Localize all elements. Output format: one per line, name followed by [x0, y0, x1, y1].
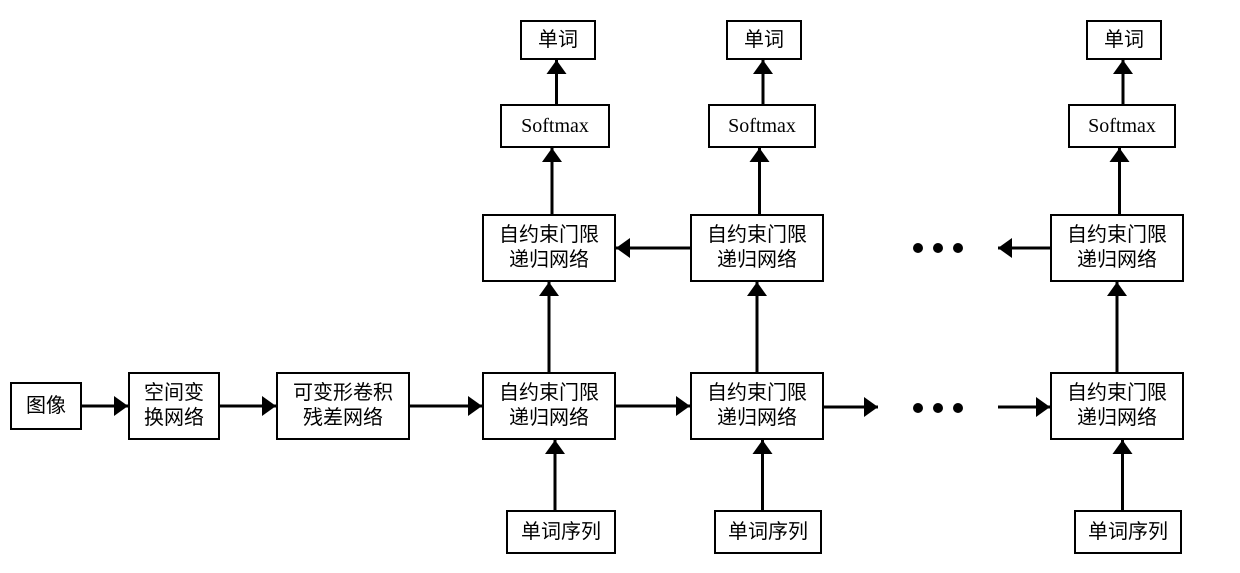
node-decoder-rnn-2: 自约束门限 递归网络 — [690, 214, 824, 282]
node-label: 可变形卷积 残差网络 — [293, 381, 393, 431]
node-label: 空间变 换网络 — [144, 381, 204, 431]
node-label: Softmax — [1088, 114, 1156, 139]
node-label: 自约束门限 递归网络 — [707, 381, 807, 431]
node-label: Softmax — [728, 114, 796, 139]
node-image: 图像 — [10, 382, 82, 430]
dot-icon — [913, 243, 923, 253]
node-word-n: 单词 — [1086, 20, 1162, 60]
dot-icon — [953, 403, 963, 413]
node-decoder-rnn-1: 自约束门限 递归网络 — [482, 214, 616, 282]
node-label: 自约束门限 递归网络 — [1067, 223, 1167, 273]
node-spatial-transform: 空间变 换网络 — [128, 372, 220, 440]
node-word-seq-1: 单词序列 — [506, 510, 616, 554]
dot-icon — [913, 403, 923, 413]
dot-icon — [953, 243, 963, 253]
node-softmax-n: Softmax — [1068, 104, 1176, 148]
node-label: 自约束门限 递归网络 — [1067, 381, 1167, 431]
node-label: 单词序列 — [1088, 520, 1168, 545]
node-label: 单词序列 — [728, 520, 808, 545]
node-decoder-rnn-n: 自约束门限 递归网络 — [1050, 214, 1184, 282]
edges-layer — [0, 0, 1240, 573]
node-label: 自约束门限 递归网络 — [499, 223, 599, 273]
node-label: Softmax — [521, 114, 589, 139]
node-label: 单词 — [1104, 28, 1144, 53]
node-word-seq-2: 单词序列 — [714, 510, 822, 554]
node-label: 自约束门限 递归网络 — [707, 223, 807, 273]
dot-icon — [933, 403, 943, 413]
node-softmax-2: Softmax — [708, 104, 816, 148]
ellipsis-top — [878, 238, 998, 258]
dot-icon — [933, 243, 943, 253]
node-label: 单词 — [538, 28, 578, 53]
node-encoder-rnn-1: 自约束门限 递归网络 — [482, 372, 616, 440]
node-encoder-rnn-n: 自约束门限 递归网络 — [1050, 372, 1184, 440]
node-word-2: 单词 — [726, 20, 802, 60]
node-softmax-1: Softmax — [500, 104, 610, 148]
node-word-seq-n: 单词序列 — [1074, 510, 1182, 554]
node-encoder-rnn-2: 自约束门限 递归网络 — [690, 372, 824, 440]
ellipsis-bottom — [878, 398, 998, 418]
node-word-1: 单词 — [520, 20, 596, 60]
node-label: 单词序列 — [521, 520, 601, 545]
node-label: 自约束门限 递归网络 — [499, 381, 599, 431]
node-label: 图像 — [26, 394, 66, 419]
node-label: 单词 — [744, 28, 784, 53]
node-deformable-conv-res: 可变形卷积 残差网络 — [276, 372, 410, 440]
